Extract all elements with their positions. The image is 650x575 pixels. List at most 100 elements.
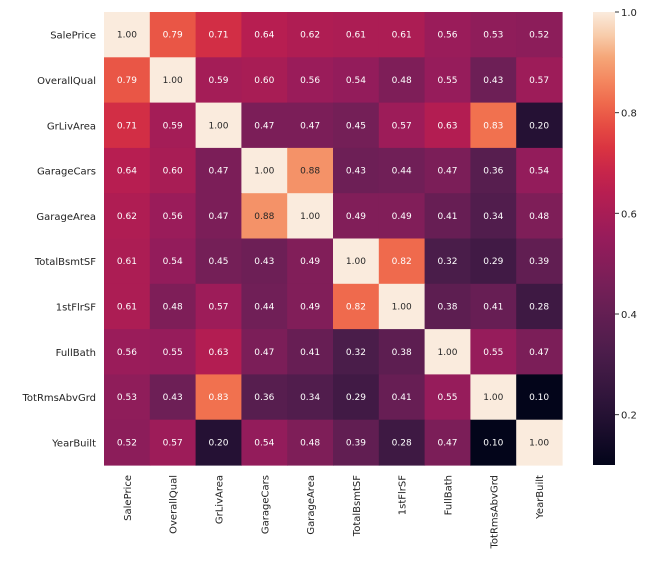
cell-value-label: 0.32 — [437, 257, 457, 267]
cell-value-label: 0.82 — [392, 257, 412, 267]
cell-value-label: 0.48 — [163, 302, 183, 312]
heatmap-cell — [241, 102, 288, 149]
y-tick-label: GarageCars — [37, 167, 96, 178]
heatmap-cell — [195, 329, 242, 375]
heatmap-cell — [424, 329, 471, 375]
cell-value-label: 0.57 — [392, 121, 412, 131]
cell-value-label: 0.47 — [437, 167, 457, 177]
cell-value-label: 0.39 — [529, 257, 549, 267]
heatmap-cell — [424, 238, 471, 285]
cell-value-label: 0.49 — [300, 257, 320, 267]
cell-value-label: 0.52 — [117, 438, 137, 448]
cell-value-label: 0.88 — [300, 167, 320, 177]
cell-value-label: 0.56 — [117, 348, 137, 358]
y-tick-label: YearBuilt — [51, 438, 96, 449]
heatmap-cell — [104, 12, 151, 58]
cell-value-label: 0.43 — [254, 257, 274, 267]
cell-value-label: 0.47 — [437, 438, 457, 448]
heatmap-cell — [378, 147, 426, 194]
heatmap-cell — [149, 374, 197, 421]
cell-value-label: 0.60 — [163, 167, 183, 177]
y-tick-label: SalePrice — [50, 31, 96, 42]
cell-value-label: 0.48 — [300, 438, 320, 448]
cell-value-label: 0.47 — [529, 348, 549, 358]
heatmap-cell — [241, 283, 288, 330]
heatmap-cell — [333, 57, 380, 104]
heatmap-cell — [287, 419, 334, 466]
heatmap-cell — [378, 238, 426, 285]
heatmap-cell — [241, 419, 288, 466]
y-tick-label: 1stFlrSF — [56, 302, 96, 313]
heatmap-cell — [287, 12, 334, 58]
heatmap-cell — [241, 238, 288, 285]
heatmap-cell — [287, 329, 334, 375]
cell-value-label: 0.57 — [529, 76, 549, 86]
cell-value-label: 0.49 — [392, 212, 412, 222]
heatmap-cell — [287, 238, 334, 285]
heatmap-cell — [195, 374, 242, 421]
heatmap-cell — [333, 147, 380, 194]
cell-value-label: 0.56 — [163, 212, 183, 222]
cell-value-label: 0.61 — [392, 31, 412, 41]
cell-value-label: 0.82 — [346, 302, 366, 312]
heatmap-cell — [195, 193, 242, 240]
heatmap-cell — [516, 283, 563, 330]
x-tick-label: SalePrice — [123, 475, 134, 521]
x-tick-label: TotRmsAbvGrd — [489, 475, 500, 550]
heatmap-cell — [424, 193, 471, 240]
heatmap-cell — [470, 374, 517, 421]
heatmap-cell — [287, 283, 334, 330]
cell-value-label: 0.56 — [300, 76, 320, 86]
cell-value-label: 0.38 — [392, 348, 412, 358]
heatmap-cell — [516, 419, 563, 466]
heatmap-cell — [333, 419, 380, 466]
cell-value-label: 0.55 — [163, 348, 183, 358]
x-tick-label: YearBuilt — [535, 475, 546, 520]
heatmap-cell — [241, 193, 288, 240]
heatmap-cell — [378, 283, 426, 330]
heatmap-cell — [149, 283, 197, 330]
heatmap-cell — [378, 102, 426, 149]
heatmap-cell — [378, 374, 426, 421]
cell-value-label: 1.00 — [163, 76, 183, 86]
heatmap-cell — [195, 102, 242, 149]
x-tick-label: GarageCars — [260, 475, 271, 534]
cell-value-label: 1.00 — [208, 121, 228, 131]
cell-value-label: 0.57 — [208, 302, 228, 312]
heatmap-cell — [516, 193, 563, 240]
cell-value-label: 1.00 — [437, 348, 457, 358]
heatmap-cell — [470, 283, 517, 330]
cell-value-label: 0.79 — [117, 76, 137, 86]
cell-value-label: 0.43 — [346, 167, 366, 177]
cell-value-label: 0.44 — [254, 302, 274, 312]
heatmap-cell — [195, 12, 242, 58]
y-tick-label: GrLivArea — [47, 121, 96, 132]
cell-value-label: 0.36 — [254, 393, 274, 403]
cell-value-label: 0.10 — [483, 438, 503, 448]
cell-value-label: 0.45 — [208, 257, 228, 267]
cell-value-label: 1.00 — [392, 302, 412, 312]
cell-value-label: 0.29 — [346, 393, 366, 403]
cell-value-label: 0.34 — [483, 212, 503, 222]
heatmap-cell — [149, 193, 197, 240]
cell-value-label: 0.59 — [163, 121, 183, 131]
cell-value-label: 0.20 — [529, 121, 549, 131]
heatmap-cell — [104, 238, 151, 285]
heatmap-cell — [333, 102, 380, 149]
cell-value-label: 0.48 — [529, 212, 549, 222]
cell-value-label: 0.53 — [483, 31, 503, 41]
cell-value-label: 0.34 — [300, 393, 320, 403]
y-tick-label: TotalBsmtSF — [34, 257, 96, 268]
cell-value-label: 0.55 — [483, 348, 503, 358]
heatmap-cell — [333, 238, 380, 285]
cell-value-label: 0.61 — [117, 302, 137, 312]
cell-value-label: 0.55 — [437, 393, 457, 403]
heatmap-cell — [470, 193, 517, 240]
cell-value-label: 0.63 — [437, 121, 457, 131]
heatmap-cells: 1.00 0.79 0.71 0.64 0.62 0.61 0.61 0.56 0.53 0.52… — [104, 12, 563, 466]
heatmap-cell — [424, 12, 471, 58]
heatmap-cell — [241, 329, 288, 375]
cell-value-label: 0.44 — [392, 167, 412, 177]
heatmap-cell — [424, 374, 471, 421]
